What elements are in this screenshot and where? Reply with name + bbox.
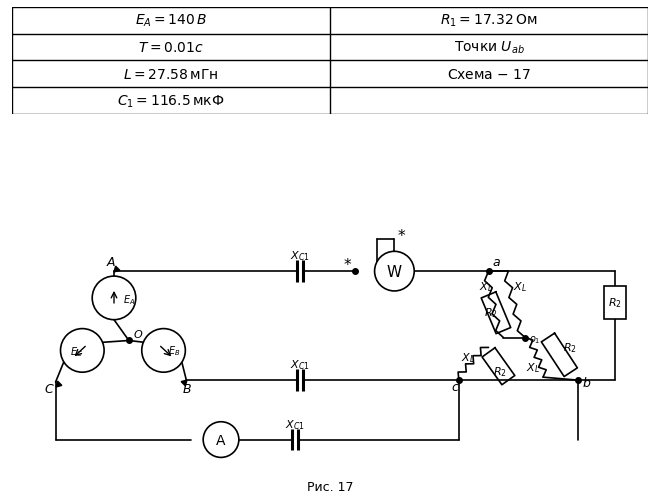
Text: $X_{C1}$: $X_{C1}$ xyxy=(290,358,310,371)
Text: $R_2$: $R_2$ xyxy=(494,364,508,378)
Bar xyxy=(605,287,626,319)
Text: $X_{C1}$: $X_{C1}$ xyxy=(285,417,305,431)
Text: $a$: $a$ xyxy=(492,256,502,269)
Text: W: W xyxy=(387,264,402,279)
Text: Точки $U_{ab}$: Точки $U_{ab}$ xyxy=(453,40,525,56)
Circle shape xyxy=(375,252,414,292)
Text: $X_{C1}$: $X_{C1}$ xyxy=(290,249,310,263)
Text: $b$: $b$ xyxy=(581,375,591,389)
Text: $X_L$: $X_L$ xyxy=(526,361,540,374)
Circle shape xyxy=(61,329,104,372)
Text: $E_A$: $E_A$ xyxy=(123,292,135,306)
Text: $A$: $A$ xyxy=(106,256,116,269)
Text: $L = 27.58\,\mathrm{мГн}$: $L = 27.58\,\mathrm{мГн}$ xyxy=(123,68,218,82)
Text: $C_1 = 116.5\,\mathrm{мкФ}$: $C_1 = 116.5\,\mathrm{мкФ}$ xyxy=(117,94,224,110)
Text: $C$: $C$ xyxy=(44,382,54,395)
Text: $R_2$: $R_2$ xyxy=(609,296,622,309)
Circle shape xyxy=(142,329,185,372)
Text: Рис. 17: Рис. 17 xyxy=(307,479,353,492)
Text: $*$: $*$ xyxy=(397,227,407,242)
Text: $O$: $O$ xyxy=(133,327,143,339)
Text: $X_L$: $X_L$ xyxy=(461,351,475,364)
Text: $X_L$: $X_L$ xyxy=(478,280,492,293)
Text: $E_B$: $E_B$ xyxy=(168,344,180,357)
Text: $B$: $B$ xyxy=(182,382,192,395)
Text: $T = 0.01c$: $T = 0.01c$ xyxy=(138,41,204,55)
Text: $R_2$: $R_2$ xyxy=(484,305,498,319)
Text: $*$: $*$ xyxy=(343,256,352,271)
Text: $o_1$: $o_1$ xyxy=(529,334,541,346)
Text: $c$: $c$ xyxy=(451,380,459,393)
Text: $E_A = 140\,B$: $E_A = 140\,B$ xyxy=(135,13,207,29)
Text: $R_1 = 17.32\,\mathrm{Ом}$: $R_1 = 17.32\,\mathrm{Ом}$ xyxy=(440,13,538,29)
Circle shape xyxy=(203,422,239,457)
Text: $R_2$: $R_2$ xyxy=(563,341,577,355)
Text: Схема $-$ 17: Схема $-$ 17 xyxy=(447,68,531,82)
Circle shape xyxy=(92,277,136,320)
Text: A: A xyxy=(216,433,226,447)
Text: $X_L$: $X_L$ xyxy=(513,280,527,293)
Text: $E_C$: $E_C$ xyxy=(71,345,83,358)
